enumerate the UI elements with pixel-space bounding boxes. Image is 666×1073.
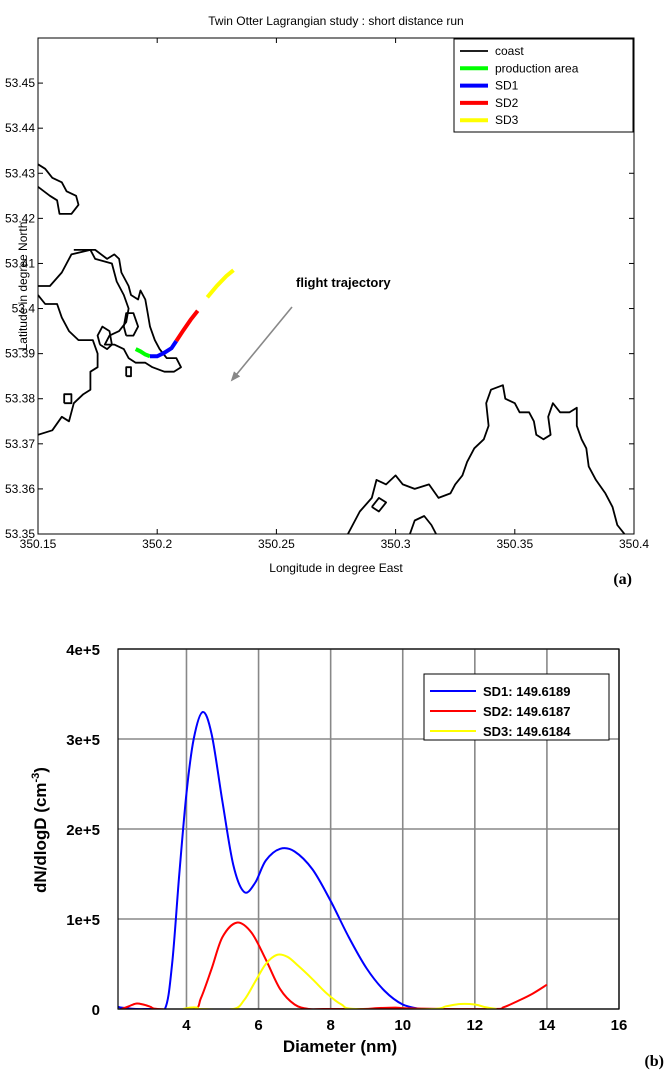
x-tick-label: 350.4: [619, 537, 649, 551]
y-tick-label: 2e+5: [66, 822, 100, 839]
chart-b: 4 6 8 10 12 14 16 0 1e+5 2e+5 3e+5 4e+5 Diameter (…: [30, 642, 664, 1070]
series-line-sd3: [182, 953, 497, 1009]
coastline-coast-south-inlet: [409, 515, 437, 534]
x-tick-label: 350.35: [496, 537, 533, 551]
coastline-coast-nw: [38, 163, 80, 215]
series-line-sd2: [121, 921, 548, 1009]
x-tick-label: 350.25: [258, 537, 295, 551]
y-tick-label: 53.37: [5, 437, 35, 451]
x-tick-label: 4: [182, 1017, 191, 1034]
x-tick-label: 14: [539, 1017, 556, 1034]
y-tick-label: 53.45: [5, 76, 35, 90]
coastline-island-mid: [122, 312, 140, 337]
chart-a-trajectory: [134, 268, 235, 359]
panel-a-tag: (a): [613, 571, 632, 588]
legend-label-coast: coast: [495, 44, 524, 58]
panel-b-tag: (b): [644, 1053, 664, 1070]
y-tick-label: 53.38: [5, 392, 35, 406]
y-tick-label: 53.39: [5, 347, 35, 361]
trajectory-segment-sd3: [205, 268, 235, 299]
trajectory-segment-sd2: [174, 309, 200, 343]
chart-b-y-label-base: dN/dlogD (cm: [31, 782, 50, 893]
coastline-coast-se: [347, 384, 626, 534]
chart-b-y-axis: 0 1e+5 2e+5 3e+5 4e+5: [66, 642, 100, 1019]
x-tick-label: 16: [611, 1017, 628, 1034]
y-tick-label: 53.35: [5, 527, 35, 541]
y-tick-label: 53.42: [5, 211, 35, 225]
flight-direction-arrow: [230, 306, 293, 382]
y-tick-label: 0: [92, 1002, 100, 1019]
y-tick-label: 4e+5: [66, 642, 100, 659]
legend-label-sd1: SD1: 149.6189: [483, 684, 570, 699]
chart-a-coastline: [38, 163, 626, 534]
legend-label-sd2: SD2: 149.6187: [483, 704, 570, 719]
chart-b-legend: SD1: 149.6189 SD2: 149.6187 SD3: 149.6184: [423, 673, 610, 741]
y-tick-label: 53.44: [5, 121, 35, 135]
x-tick-label: 12: [466, 1017, 483, 1034]
chart-b-x-label: Diameter (nm): [283, 1037, 397, 1056]
y-tick-label: 53.4: [12, 302, 36, 316]
coastline-coast-south-spit: [371, 496, 388, 513]
chart-b-series: [118, 711, 548, 1009]
x-tick-label: 8: [326, 1017, 334, 1034]
coastline-islet-small: [125, 366, 132, 378]
legend-label-sd2: SD2: [495, 96, 519, 110]
x-tick-label: 350.2: [142, 537, 172, 551]
chart-b-legend-box: [423, 673, 610, 741]
chart-a-y-axis: 53.35 53.36 53.37 53.38 53.39 53.4 53.41 53.42 5…: [5, 76, 634, 541]
chart-a-legend: coast production area SD1 SD2 SD3: [453, 38, 634, 133]
chart-a-x-axis: 350.15 350.2 350.25 350.3 350.35 350.4: [20, 38, 649, 551]
x-tick-label: 350.3: [381, 537, 411, 551]
chart-b-plot-frame: [117, 648, 620, 1010]
legend-label-sd3: SD3: 149.6184: [483, 724, 571, 739]
chart-a: Twin Otter Lagrangian study : short dist…: [5, 14, 649, 588]
x-tick-label: 350.15: [20, 537, 57, 551]
chart-b-y-label-close: ): [31, 767, 50, 773]
legend-label-sd3: SD3: [495, 113, 519, 127]
chart-a-plot-frame: [37, 37, 635, 535]
x-tick-label: 6: [254, 1017, 262, 1034]
trajectory-segment-production-area: [134, 347, 151, 359]
chart-b-y-label: dN/dlogD (cm-3): [30, 767, 50, 893]
chart-a-title: Twin Otter Lagrangian study : short dist…: [208, 14, 463, 28]
y-tick-label: 53.43: [5, 166, 35, 180]
chart-b-x-axis: 4 6 8 10 12 14 16: [182, 1017, 627, 1034]
coastline-islet-west: [63, 393, 73, 405]
legend-label-production-area: production area: [495, 61, 579, 75]
chart-a-y-label: Latitude in degree North: [16, 222, 30, 351]
y-tick-label: 53.41: [5, 256, 35, 270]
y-tick-label: 1e+5: [66, 912, 100, 929]
y-tick-label: 3e+5: [66, 732, 100, 749]
chart-a-x-label: Longitude in degree East: [269, 561, 403, 575]
x-tick-label: 10: [394, 1017, 411, 1034]
y-tick-label: 53.36: [5, 482, 35, 496]
trajectory-segment-sd1: [150, 339, 178, 359]
flight-trajectory-annotation: flight trajectory: [296, 275, 391, 290]
coastline-island-west: [96, 325, 113, 351]
coastline-main-headland: [38, 294, 99, 436]
chart-b-y-label-sup: -3: [30, 773, 42, 783]
coastline-headland-north: [38, 248, 182, 373]
legend-label-sd1: SD1: [495, 79, 519, 93]
